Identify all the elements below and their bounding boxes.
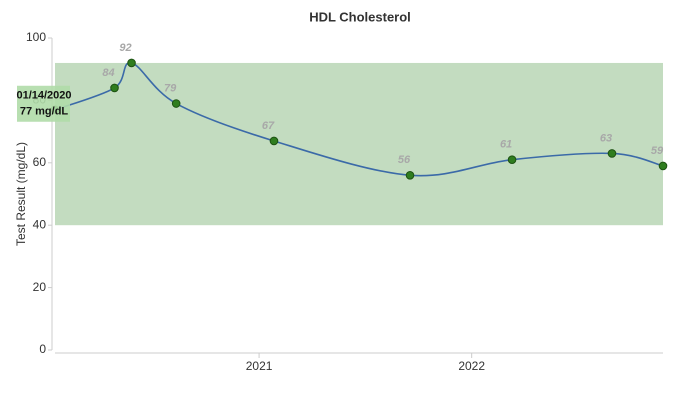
y-tick-label: 60 bbox=[33, 155, 47, 169]
data-label: 61 bbox=[500, 139, 512, 151]
y-tick-label: 40 bbox=[33, 217, 47, 231]
data-label: 67 bbox=[262, 120, 275, 132]
data-label: 84 bbox=[102, 67, 114, 79]
tooltip: 01/14/2020 77 mg/dL bbox=[16, 85, 72, 122]
tooltip-box bbox=[17, 85, 70, 122]
point bbox=[607, 149, 617, 158]
chart-title: HDL Cholesterol bbox=[309, 9, 411, 24]
data-label: 79 bbox=[164, 82, 177, 94]
line bbox=[54, 62, 664, 177]
point bbox=[405, 170, 415, 180]
point bbox=[110, 83, 119, 93]
tooltip-value: 77 mg/dL bbox=[20, 106, 69, 118]
point bbox=[269, 136, 279, 146]
point bbox=[507, 155, 517, 164]
y-tick-label: 20 bbox=[33, 280, 47, 294]
y-axis-label: Test Result (mg/dL) bbox=[14, 142, 28, 246]
point bbox=[127, 58, 136, 68]
point bbox=[658, 161, 668, 171]
data-label: 63 bbox=[600, 132, 612, 144]
point bbox=[171, 99, 181, 108]
data-label: 92 bbox=[119, 42, 131, 54]
y-tick-label: 0 bbox=[39, 342, 46, 356]
y-tick-label: 100 bbox=[26, 30, 46, 44]
data-label: 59 bbox=[651, 145, 664, 157]
data-label: 56 bbox=[398, 154, 411, 166]
tooltip-date: 01/14/2020 bbox=[16, 90, 71, 102]
x-tick-label: 2022 bbox=[458, 359, 485, 373]
reference-band bbox=[55, 62, 663, 226]
x-tick-label: 2021 bbox=[246, 359, 273, 373]
